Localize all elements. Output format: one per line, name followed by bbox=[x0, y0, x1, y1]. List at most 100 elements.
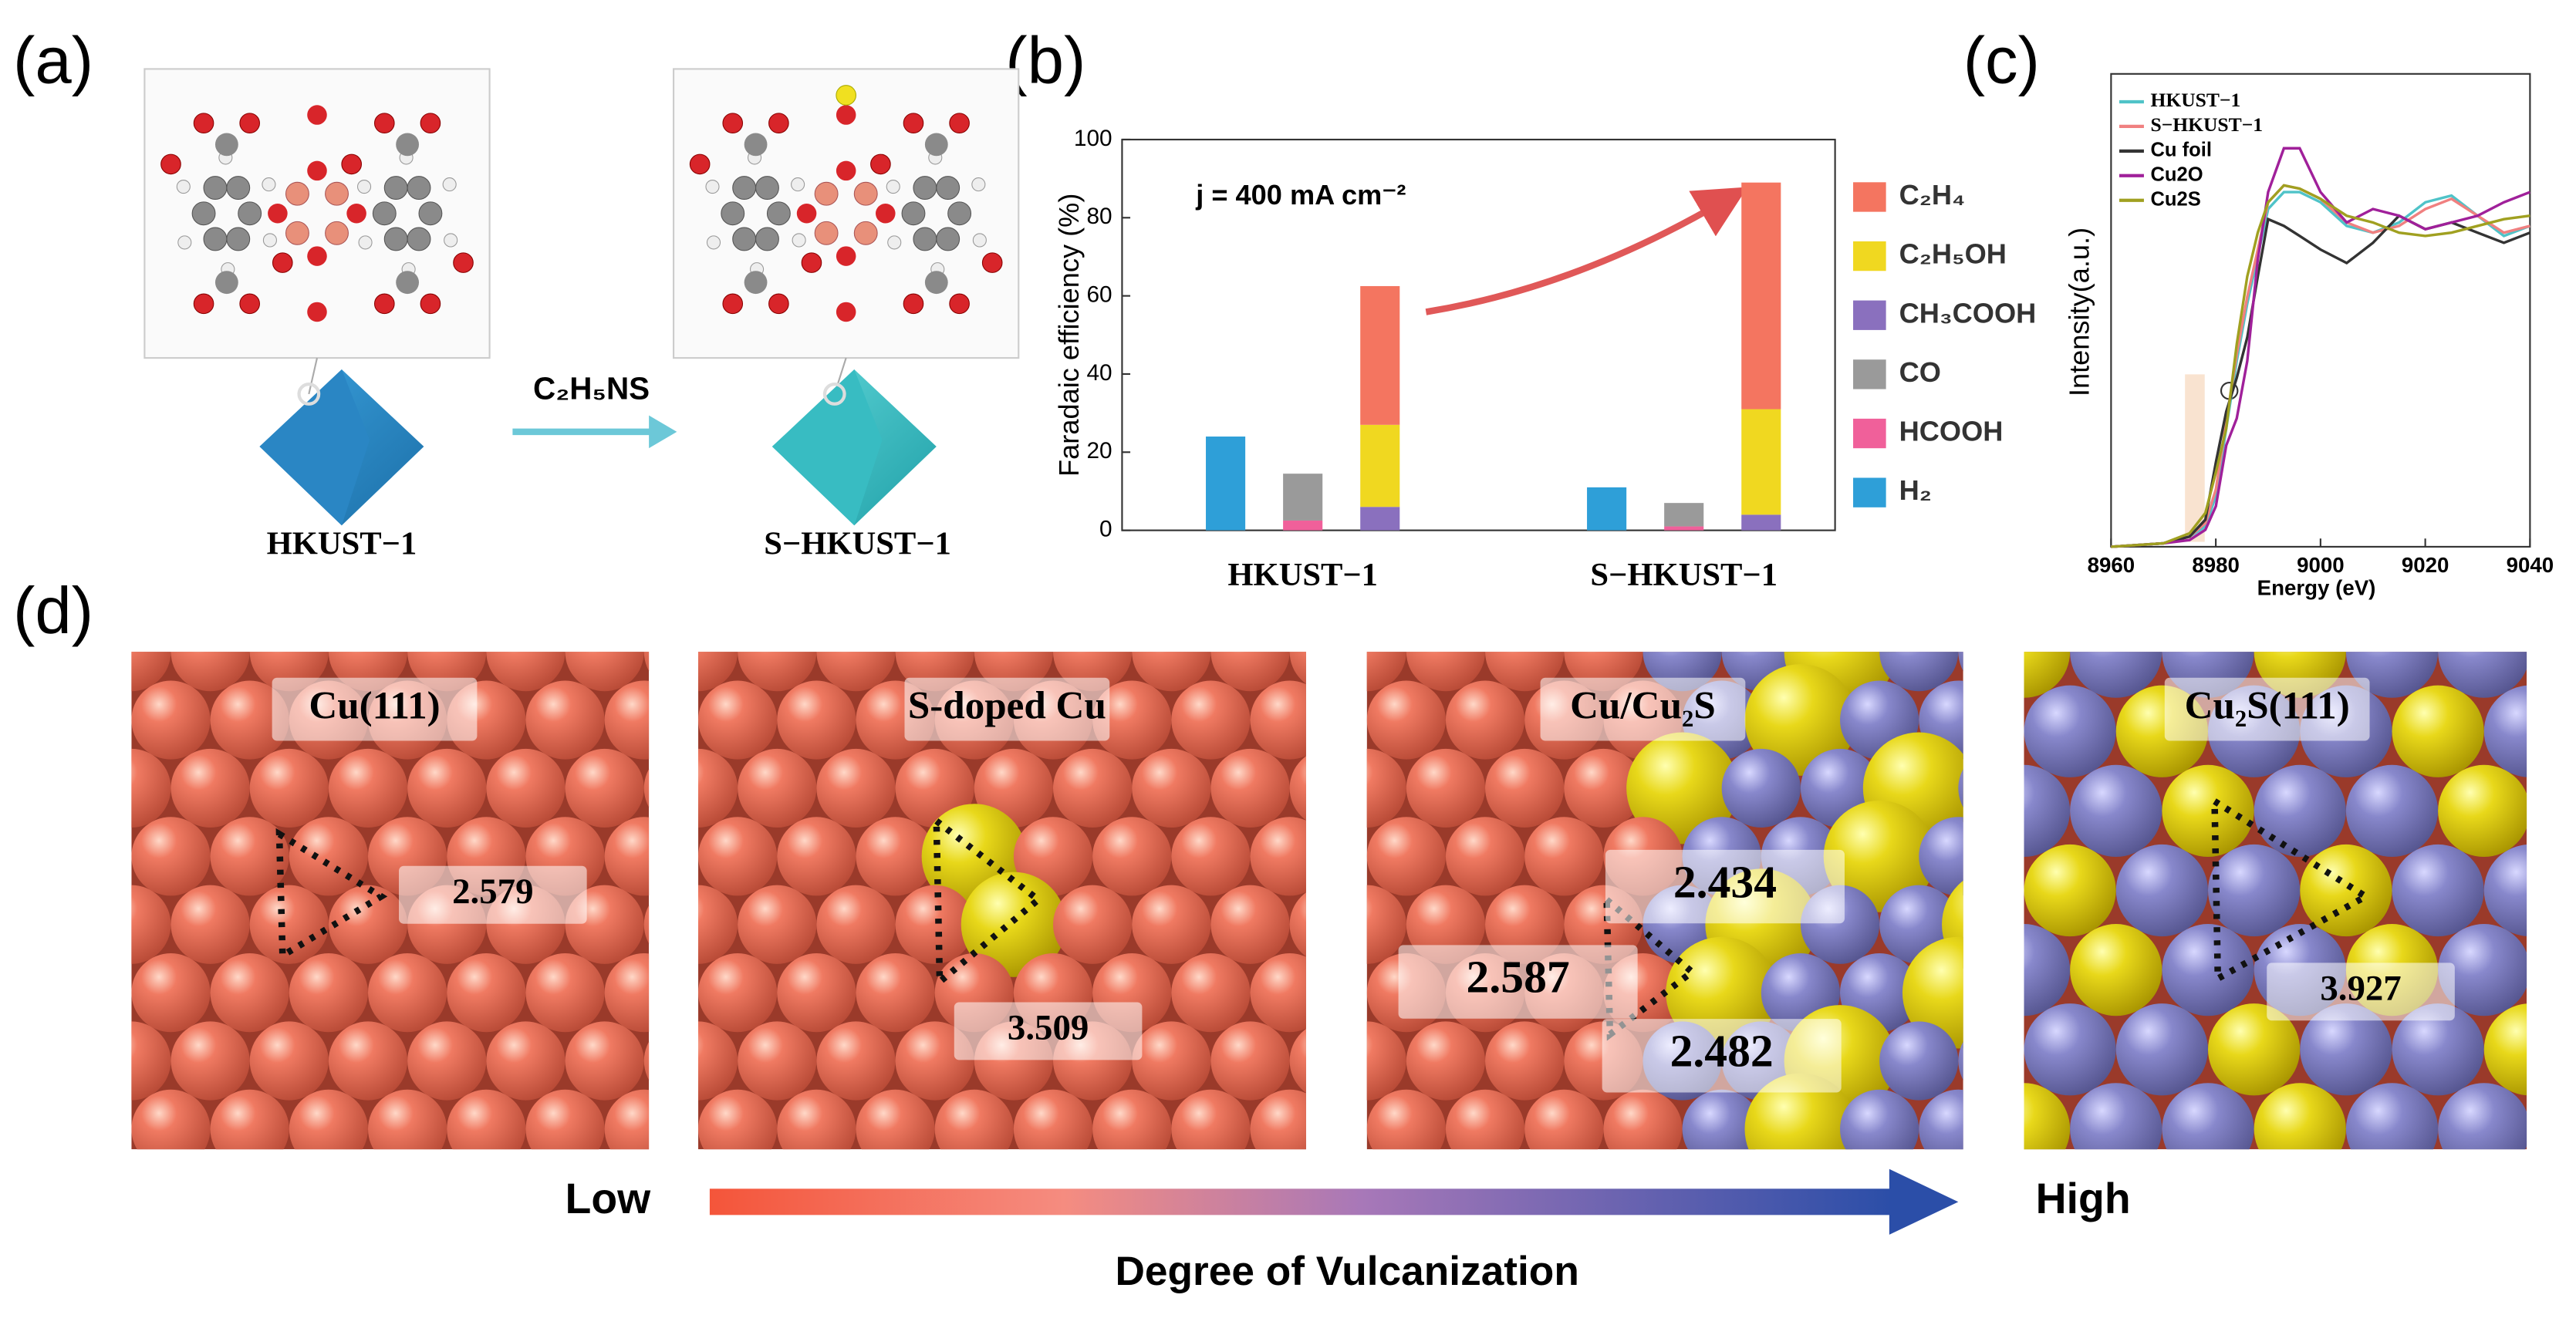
bar-segment bbox=[1360, 424, 1400, 507]
hydrogen-atom bbox=[262, 233, 277, 248]
bar-segment bbox=[1206, 437, 1246, 531]
copper-atom bbox=[814, 221, 839, 245]
site-triangle bbox=[1603, 892, 1698, 1041]
carbon-atom bbox=[396, 271, 420, 295]
distance-label: 2.434 bbox=[1673, 856, 1777, 907]
atom bbox=[856, 953, 935, 1033]
slab-title: Cu(111) bbox=[309, 683, 440, 727]
x-tick-label: 9040 bbox=[2507, 553, 2554, 577]
atom bbox=[1092, 544, 1171, 623]
edge-highlight bbox=[2185, 374, 2205, 542]
atom bbox=[816, 652, 896, 692]
annotation: j = 400 mA cm⁻² bbox=[1195, 179, 1406, 211]
legend-swatch bbox=[1853, 300, 1886, 330]
panel-label: (a) bbox=[13, 25, 93, 98]
atom bbox=[170, 652, 250, 692]
carbon-atom bbox=[901, 201, 926, 226]
label-bg bbox=[954, 1002, 1143, 1060]
atom bbox=[52, 1090, 131, 1168]
y-tick-label: 0 bbox=[1099, 517, 1112, 542]
gradient-arrow bbox=[709, 1188, 1893, 1215]
bar-segment bbox=[1741, 514, 1781, 531]
atom bbox=[1014, 544, 1092, 623]
atom bbox=[1626, 732, 1738, 845]
oxygen-atom bbox=[193, 113, 214, 133]
atom bbox=[1485, 885, 1565, 964]
hydrogen-atom bbox=[444, 233, 458, 248]
carbon-atom bbox=[226, 227, 251, 251]
atom bbox=[328, 748, 408, 828]
scale-label: Degree of Vulcanization bbox=[1115, 1249, 1578, 1294]
spectrum-line bbox=[2111, 184, 2530, 548]
label-bg bbox=[1605, 849, 1845, 924]
atom bbox=[1485, 1021, 1565, 1101]
atom bbox=[289, 953, 368, 1033]
atom bbox=[1744, 664, 1857, 776]
atom bbox=[698, 748, 738, 828]
x-tick-label: 9000 bbox=[2297, 553, 2345, 577]
spectrum-line bbox=[2111, 190, 2530, 548]
atom bbox=[131, 680, 211, 760]
atom bbox=[170, 748, 250, 828]
y-tick-label: 100 bbox=[1074, 126, 1112, 151]
atom bbox=[1092, 817, 1172, 896]
atom bbox=[1366, 1021, 1406, 1101]
atom bbox=[604, 817, 650, 896]
carbon-atom bbox=[755, 176, 779, 201]
slab-title: Cu₂S(111) bbox=[2185, 683, 2350, 727]
atom bbox=[1171, 680, 1251, 760]
carbon-atom bbox=[924, 271, 948, 295]
legend-label: S−HKUST−1 bbox=[2150, 113, 2263, 136]
oxygen-atom bbox=[768, 293, 789, 315]
atom bbox=[486, 1021, 566, 1101]
atom bbox=[1132, 1021, 1211, 1101]
atom bbox=[13, 749, 92, 828]
legend-label: C₂H₅OH bbox=[1899, 238, 2007, 270]
oxygen-atom bbox=[346, 203, 366, 224]
oxygen-atom bbox=[689, 153, 711, 175]
atom bbox=[2392, 844, 2484, 937]
atom bbox=[2208, 844, 2301, 937]
atom bbox=[525, 953, 605, 1033]
atom bbox=[1879, 1021, 1959, 1101]
atom bbox=[2254, 764, 2346, 858]
plot-frame bbox=[1121, 138, 1836, 531]
hydrogen-atom bbox=[705, 180, 720, 194]
oxygen-atom bbox=[722, 293, 744, 315]
atom bbox=[2024, 844, 2116, 937]
atom bbox=[131, 885, 171, 964]
atom bbox=[1879, 652, 1959, 692]
atom bbox=[2483, 845, 2527, 936]
atom bbox=[525, 544, 604, 623]
atom bbox=[1823, 800, 1936, 912]
legend-label: Cu2O bbox=[2150, 164, 2203, 186]
oxygen-atom bbox=[160, 153, 181, 175]
atom bbox=[1958, 769, 1963, 807]
atom bbox=[1958, 652, 1963, 671]
bar-segment bbox=[1741, 409, 1781, 515]
atom bbox=[816, 885, 896, 964]
x-tick-label: HKUST−1 bbox=[1227, 557, 1378, 593]
atom bbox=[486, 652, 566, 692]
oxygen-atom bbox=[903, 293, 924, 315]
atom bbox=[1366, 680, 1446, 760]
atom bbox=[447, 544, 525, 623]
oxygen-atom bbox=[981, 252, 1003, 273]
atom bbox=[1366, 885, 1406, 964]
x-axis-label: Energy (eV) bbox=[2257, 576, 2376, 600]
atom bbox=[13, 1021, 92, 1100]
atom bbox=[2438, 1083, 2527, 1150]
label-bg bbox=[1602, 1019, 1842, 1093]
atom bbox=[1366, 1089, 1446, 1150]
atom bbox=[2115, 1003, 2208, 1096]
atom bbox=[131, 652, 171, 692]
atom bbox=[2254, 1083, 2346, 1150]
atom bbox=[1524, 1089, 1604, 1150]
atom bbox=[1367, 544, 1446, 623]
atom bbox=[2392, 685, 2484, 777]
atom bbox=[777, 817, 856, 896]
oxygen-atom bbox=[453, 252, 474, 273]
x-tick-label: S−HKUST−1 bbox=[1590, 557, 1778, 593]
